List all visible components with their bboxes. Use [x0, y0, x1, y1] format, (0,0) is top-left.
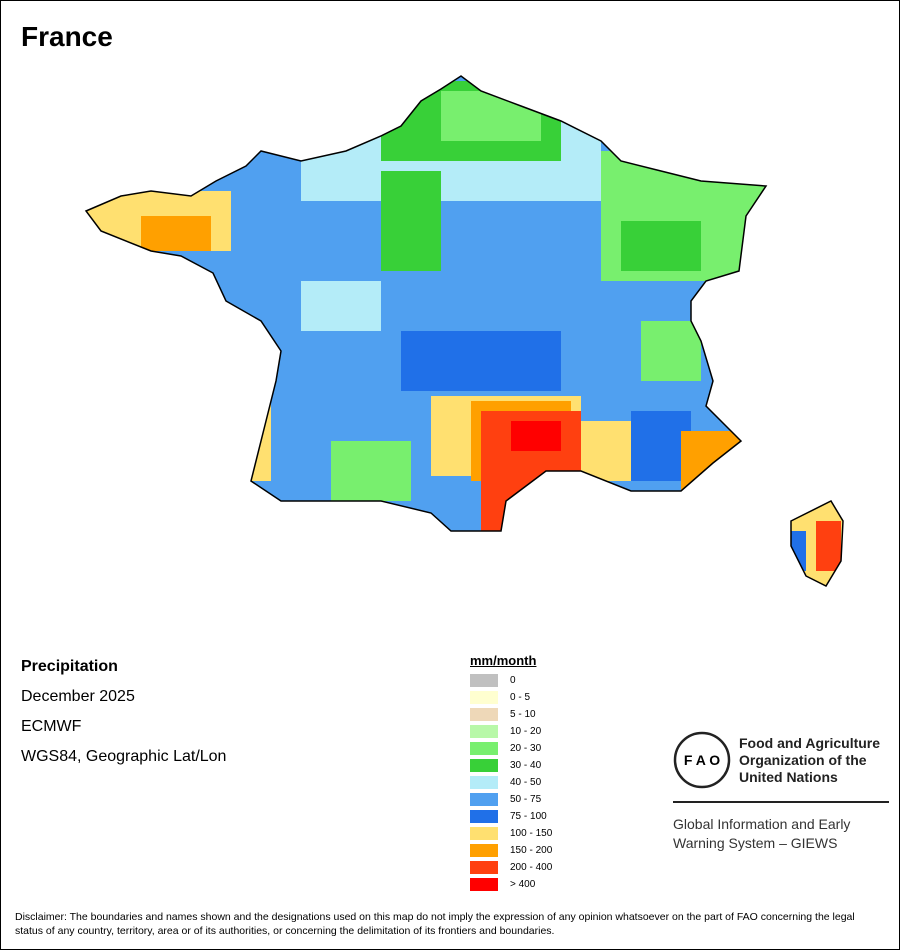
disclaimer: Disclaimer: The boundaries and names sho… — [15, 911, 855, 937]
period-label: December 2025 — [21, 688, 135, 705]
legend-swatch — [470, 759, 498, 772]
legend-item: 20 - 30 — [470, 740, 552, 757]
legend-label: 200 - 400 — [510, 862, 553, 873]
variable-label: Precipitation — [21, 658, 118, 675]
svg-text:F A O: F A O — [684, 752, 720, 768]
precipitation-field — [86, 76, 843, 586]
legend-swatch — [470, 827, 498, 840]
legend-item: 10 - 20 — [470, 723, 552, 740]
legend-label: 150 - 200 — [510, 845, 553, 856]
legend-label: > 400 — [510, 879, 536, 890]
legend-swatch — [470, 844, 498, 857]
fao-logo-block: F A O Food and Agriculture Organization o… — [673, 731, 889, 851]
legend-label: 0 — [510, 675, 516, 686]
divider — [673, 801, 889, 803]
legend-label: 30 - 40 — [510, 760, 542, 771]
legend-swatch — [470, 708, 498, 721]
giews-2: Warning System – GIEWS — [673, 835, 838, 851]
legend: mm/month 0 0 - 5 5 - 10 10 - 20 20 - 30 30 - … — [470, 653, 552, 893]
legend-item: 30 - 40 — [470, 757, 552, 774]
legend-label: 20 - 30 — [510, 743, 542, 754]
legend-swatch — [470, 861, 498, 874]
projection-label: WGS84, Geographic Lat/Lon — [21, 748, 227, 765]
legend-item: 75 - 100 — [470, 808, 552, 825]
legend-swatch — [470, 793, 498, 806]
map-title: France — [21, 21, 113, 52]
legend-item: 40 - 50 — [470, 774, 552, 791]
legend-swatch — [470, 674, 498, 687]
legend-swatch — [470, 878, 498, 891]
legend-swatch — [470, 810, 498, 823]
fao-emblem-icon: F A O — [673, 731, 731, 789]
legend-item: 50 - 75 — [470, 791, 552, 808]
giews-1: Global Information and Early — [673, 816, 851, 832]
precipitation-map — [85, 75, 844, 587]
fao-name-1: Food and Agriculture — [739, 735, 881, 751]
legend-item: 0 - 5 — [470, 689, 552, 706]
source-label: ECMWF — [21, 718, 82, 735]
legend-swatch — [470, 691, 498, 704]
legend-item: 5 - 10 — [470, 706, 552, 723]
legend-item: 100 - 150 — [470, 825, 552, 842]
legend-swatch — [470, 776, 498, 789]
legend-label: 100 - 150 — [510, 828, 553, 839]
legend-item: > 400 — [470, 876, 552, 893]
legend-item: 150 - 200 — [470, 842, 552, 859]
legend-unit: mm/month — [470, 653, 537, 668]
legend-swatch — [470, 725, 498, 738]
legend-label: 10 - 20 — [510, 726, 542, 737]
legend-label: 40 - 50 — [510, 777, 542, 788]
legend-label: 50 - 75 — [510, 794, 542, 805]
legend-swatch — [470, 742, 498, 755]
legend-label: 75 - 100 — [510, 811, 547, 822]
legend-item: 0 — [470, 672, 552, 689]
legend-label: 0 - 5 — [510, 692, 531, 703]
legend-item: 200 - 400 — [470, 859, 552, 876]
legend-label: 5 - 10 — [510, 709, 536, 720]
fao-name-3: United Nations — [739, 769, 838, 785]
fao-name-2: Organization of the — [739, 752, 867, 768]
